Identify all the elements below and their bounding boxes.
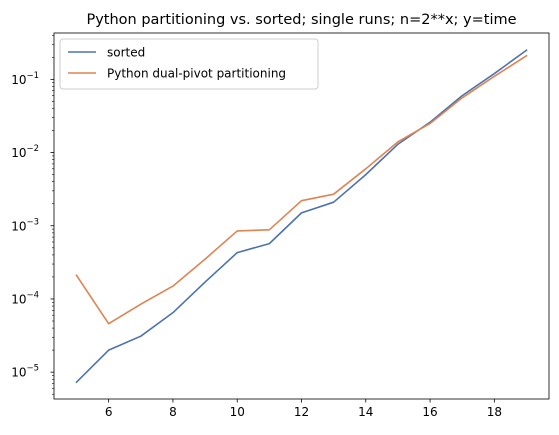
y-tick-label: 10−3 [11, 217, 39, 233]
x-tick-label: 10 [230, 405, 245, 419]
chart-title: Python partitioning vs. sorted; single r… [86, 12, 516, 28]
x-axis: 6 8 10 12 14 16 18 [105, 399, 502, 419]
x-tick-label: 18 [487, 405, 502, 419]
legend-label: Python dual-pivot partitioning [107, 67, 286, 81]
x-tick-label: 6 [105, 405, 113, 419]
series-line-1 [75, 54, 528, 325]
y-tick-label: 10−4 [11, 290, 39, 306]
legend: sorted Python dual-pivot partitioning [59, 38, 319, 90]
y-tick-label: 10−1 [11, 71, 39, 87]
y-tick-label: 10−2 [11, 144, 39, 160]
y-axis: 10−5 10−4 10−3 10−2 10−1 [11, 34, 54, 395]
series-layer [75, 49, 528, 384]
legend-box [59, 38, 319, 90]
x-tick-label: 14 [358, 405, 373, 419]
legend-label: sorted [107, 46, 145, 60]
x-tick-label: 16 [422, 405, 437, 419]
x-tick-label: 12 [294, 405, 309, 419]
series-line-0 [75, 49, 528, 384]
y-tick-label: 10−5 [11, 364, 39, 380]
x-tick-label: 8 [169, 405, 177, 419]
